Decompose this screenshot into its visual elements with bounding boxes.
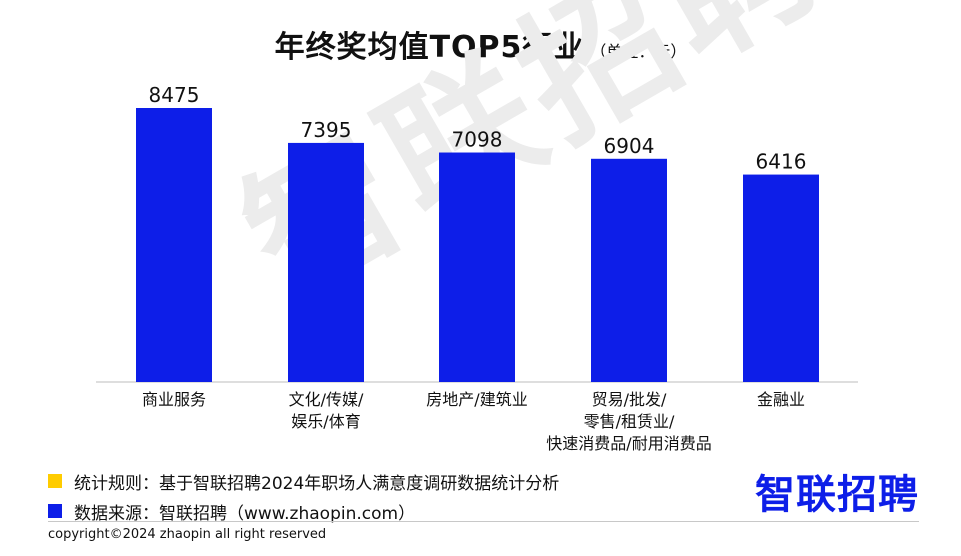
data-label-1: 8475 (149, 83, 200, 107)
category-label-4-line-1: 贸易/批发/ (592, 390, 667, 409)
category-label-1-line-1: 商业服务 (142, 390, 206, 409)
category-label-3-line-1: 房地产/建筑业 (426, 390, 527, 409)
note-source-text: 数据来源：智联招聘（www.zhaopin.com） (74, 503, 416, 524)
data-label-4: 6904 (604, 134, 655, 158)
category-label-5-line-1: 金融业 (757, 390, 805, 409)
category-label-2-line-2: 娱乐/体育 (291, 412, 360, 431)
note-source: 数据来源：智联招聘（www.zhaopin.com） (48, 496, 559, 526)
bar-4 (591, 158, 667, 382)
copyright-text: copyright©2024 zhaopin all right reserve… (48, 527, 327, 542)
note-rule-swatch (48, 474, 62, 488)
bar-1 (136, 108, 212, 382)
bar-5 (743, 174, 819, 382)
data-label-3: 7098 (452, 128, 503, 152)
data-label-5: 6416 (756, 150, 807, 174)
chart-title: 年终奖均值TOP5行业 (274, 30, 585, 65)
data-label-2: 7395 (301, 118, 352, 142)
note-source-swatch (48, 504, 62, 518)
unit-label: （单位：元） (590, 42, 687, 61)
footer-divider (48, 521, 919, 522)
category-label-4-line-2: 零售/租赁业/ (584, 412, 675, 431)
notes: 统计规则：基于智联招聘2024年职场人满意度调研数据统计分析 数据来源：智联招聘… (48, 466, 559, 526)
bar-2 (288, 142, 364, 382)
category-label-2-line-1: 文化/传媒/ (289, 390, 364, 409)
brand-logo: 智联招聘 (755, 472, 919, 518)
chart-title-row: 年终奖均值TOP5行业 （单位：元） (0, 22, 961, 66)
note-rule: 统计规则：基于智联招聘2024年职场人满意度调研数据统计分析 (48, 466, 559, 496)
bar-3 (439, 152, 515, 382)
category-label-4-line-3: 快速消费品/耐用消费品 (546, 434, 711, 453)
note-rule-text: 统计规则：基于智联招聘2024年职场人满意度调研数据统计分析 (74, 473, 560, 494)
